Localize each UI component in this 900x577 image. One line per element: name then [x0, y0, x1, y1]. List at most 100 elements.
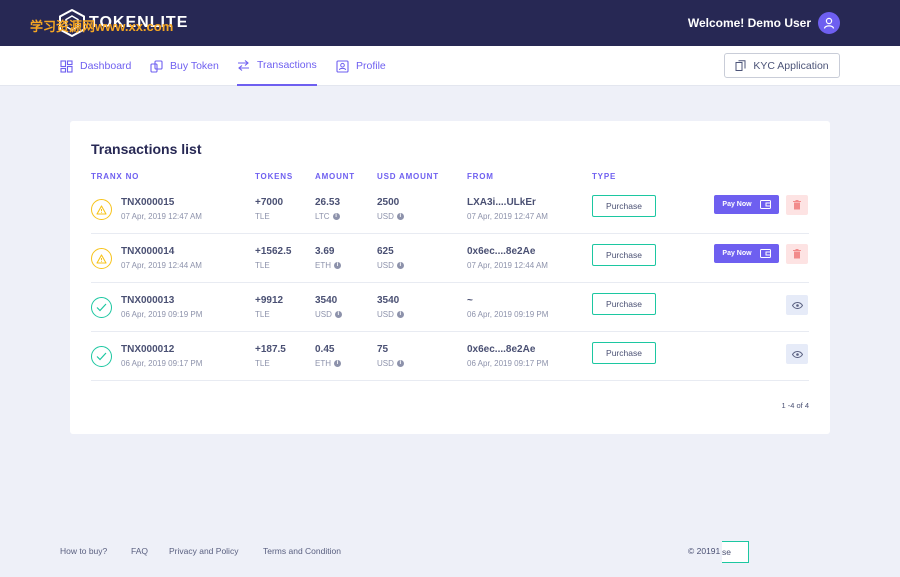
table-row: TNX000013 06 Apr, 2019 09:19 PM +9912 TL… — [91, 283, 809, 332]
type-purchase-button[interactable]: Purchase — [592, 195, 656, 217]
amount-value: 0.45 — [315, 344, 335, 355]
type-purchase-button[interactable]: Purchase — [592, 244, 656, 266]
nav-buy-token[interactable]: Buy Token — [150, 46, 219, 86]
footer-overlay-box: se — [722, 541, 749, 563]
nav-transactions-label: Transactions — [257, 59, 317, 71]
from-date: 06 Apr, 2019 09:19 PM — [467, 310, 549, 319]
trash-icon — [793, 249, 801, 259]
from-address: LXA3i....ULkEr — [467, 197, 536, 208]
document-icon — [735, 60, 746, 71]
check-icon — [96, 352, 107, 361]
kyc-button-label: KYC Application — [753, 59, 829, 72]
kyc-application-button[interactable]: KYC Application — [724, 53, 840, 78]
tranx-id: TNX000013 — [121, 295, 175, 306]
tranx-id: TNX000012 — [121, 344, 175, 355]
user-icon — [823, 17, 835, 29]
from-date: 07 Apr, 2019 12:44 AM — [467, 261, 548, 270]
nav-buy-token-label: Buy Token — [170, 60, 219, 72]
from-address: 0x6ec....8e2Ae — [467, 344, 536, 355]
info-icon[interactable]: i — [334, 360, 341, 367]
footer-link-privacy[interactable]: Privacy and Policy — [169, 546, 239, 556]
footer-link-faq[interactable]: FAQ — [131, 546, 149, 556]
tranx-date: 06 Apr, 2019 09:19 PM — [121, 310, 203, 319]
transfer-icon — [238, 59, 249, 71]
usd-unit-text: USD — [377, 261, 394, 270]
usd-unit: USD i — [377, 212, 404, 221]
info-icon[interactable]: i — [396, 262, 404, 269]
user-avatar[interactable] — [818, 12, 840, 34]
amount-unit: USD i — [315, 310, 342, 319]
nav-dashboard[interactable]: Dashboard — [60, 46, 131, 86]
footer-link-terms[interactable]: Terms and Condition — [263, 546, 341, 556]
nav-dashboard-label: Dashboard — [80, 60, 132, 72]
tokens-unit: TLE — [255, 359, 270, 368]
column-header-type: TYPE — [592, 172, 617, 181]
table-row: TNX000012 06 Apr, 2019 09:17 PM +187.5 T… — [91, 332, 809, 381]
usd-amount-value: 625 — [377, 246, 394, 257]
warning-icon — [96, 253, 107, 264]
usd-amount-value: 2500 — [377, 197, 400, 208]
tokens-unit: TLE — [255, 261, 270, 270]
type-purchase-button[interactable]: Purchase — [592, 293, 656, 315]
tokens-value: +187.5 — [255, 344, 286, 355]
info-icon[interactable]: i — [396, 360, 404, 367]
logo-hex-icon — [59, 9, 85, 37]
tranx-date: 07 Apr, 2019 12:44 AM — [121, 261, 202, 270]
column-header-amount: AMOUNT — [315, 172, 355, 181]
pay-now-button[interactable]: Pay Now — [714, 244, 779, 263]
usd-unit-text: USD — [377, 359, 394, 368]
dashboard-icon — [60, 59, 73, 73]
delete-button[interactable] — [786, 195, 808, 215]
usd-unit: USD i — [377, 310, 404, 319]
tranx-date: 06 Apr, 2019 09:17 PM — [121, 359, 203, 368]
wallet-icon — [759, 249, 771, 258]
view-button[interactable] — [786, 295, 808, 315]
footer-link-how-to-buy[interactable]: How to buy? — [60, 546, 108, 556]
pay-now-label: Pay Now — [722, 250, 752, 257]
usd-unit-text: USD — [377, 212, 394, 221]
info-icon[interactable]: i — [396, 311, 404, 318]
tokens-value: +7000 — [255, 197, 284, 208]
amount-unit-text: ETH — [315, 261, 331, 270]
type-purchase-button[interactable]: Purchase — [592, 342, 656, 364]
from-date: 07 Apr, 2019 12:47 AM — [467, 212, 548, 221]
from-date: 06 Apr, 2019 09:17 PM — [467, 359, 549, 368]
logo-text: TOKENLITE — [89, 14, 189, 31]
amount-unit: LTC i — [315, 212, 340, 221]
welcome-text: Welcome! Demo User — [687, 16, 811, 30]
coins-icon — [150, 59, 163, 73]
tranx-id: TNX000014 — [121, 246, 175, 257]
status-pending-badge — [91, 199, 112, 220]
check-icon — [96, 303, 107, 312]
usd-amount-value: 3540 — [377, 295, 400, 306]
info-icon[interactable]: i — [396, 213, 404, 220]
nav-profile[interactable]: Profile — [336, 46, 386, 86]
info-icon[interactable]: i — [334, 311, 342, 318]
column-header-from: FROM — [467, 172, 494, 181]
top-bar: TOKENLITE 学习资源网www.xx.com Welcome! Demo … — [0, 0, 900, 46]
usd-unit-text: USD — [377, 310, 394, 319]
tranx-date: 07 Apr, 2019 12:47 AM — [121, 212, 202, 221]
amount-unit: ETH i — [315, 359, 341, 368]
table-row: TNX000014 07 Apr, 2019 12:44 AM +1562.5 … — [91, 234, 809, 283]
copyright-text: © 20191 — [688, 546, 721, 556]
info-icon[interactable]: i — [334, 262, 341, 269]
usd-unit: USD i — [377, 261, 404, 270]
eye-icon — [791, 301, 803, 309]
view-button[interactable] — [786, 344, 808, 364]
eye-icon — [791, 350, 803, 358]
nav-transactions[interactable]: Transactions — [237, 46, 317, 86]
delete-button[interactable] — [786, 244, 808, 264]
amount-value: 26.53 — [315, 197, 341, 208]
card-title: Transactions list — [91, 141, 202, 157]
info-icon[interactable]: i — [332, 213, 340, 220]
amount-value: 3540 — [315, 295, 338, 306]
from-address: 0x6ec....8e2Ae — [467, 246, 536, 257]
pagination-info: 1 -4 of 4 — [781, 401, 809, 410]
logo[interactable]: TOKENLITE — [58, 9, 188, 37]
warning-icon — [96, 204, 107, 215]
usd-amount-value: 75 — [377, 344, 389, 355]
transactions-card: Transactions list TRANX NO TOKENS AMOUNT… — [70, 121, 830, 434]
nav-profile-label: Profile — [356, 60, 386, 72]
pay-now-button[interactable]: Pay Now — [714, 195, 779, 214]
